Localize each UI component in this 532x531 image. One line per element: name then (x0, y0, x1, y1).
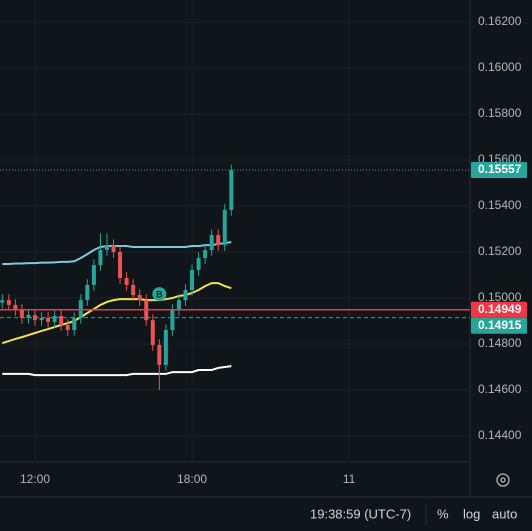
trade-marker-label: B (156, 289, 163, 299)
candle-body (46, 318, 51, 322)
settings-icon[interactable] (496, 473, 510, 487)
y-tick-label: 0.16200 (478, 14, 522, 28)
candle-body (59, 315, 64, 325)
candle-body (137, 295, 142, 301)
y-tick-label: 0.15200 (478, 244, 522, 258)
candle-body (0, 300, 5, 303)
candle-body (229, 169, 234, 210)
y-tick-label: 0.15800 (478, 106, 522, 120)
candle-body (52, 315, 57, 322)
log-button[interactable]: log (463, 506, 480, 521)
trade-marker (152, 287, 167, 302)
candle-body (13, 304, 18, 310)
price-label: 0.14949 (478, 302, 522, 316)
clock: 19:38:59 (UTC-7) (310, 506, 411, 521)
moving-average-line (1, 282, 232, 345)
candle-body (183, 289, 188, 301)
moving-average-line (2, 365, 232, 377)
price-label: 0.15557 (478, 162, 522, 176)
candle-body (163, 330, 168, 365)
price-label: 0.14915 (478, 318, 522, 332)
y-tick-label: 0.16000 (478, 60, 522, 74)
candle-body (118, 252, 123, 279)
x-tick-label: 11 (343, 472, 356, 486)
candle-body (222, 209, 227, 246)
candle-body (170, 309, 175, 330)
y-tick-label: 0.14800 (478, 336, 522, 350)
y-tick-label: 0.14600 (478, 382, 522, 396)
candle-body (209, 235, 214, 250)
candle-body (32, 315, 37, 321)
candle-body (104, 245, 109, 250)
plot-area (0, 0, 470, 462)
candle-body (19, 309, 24, 319)
x-tick-label: 18:00 (177, 472, 207, 486)
candle-body (39, 318, 44, 321)
candle-body (131, 284, 136, 296)
y-tick-label: 0.14400 (478, 428, 522, 442)
candle-body (111, 245, 116, 253)
percent-button[interactable]: % (437, 506, 449, 521)
auto-button[interactable]: auto (492, 506, 517, 521)
candle-body (26, 315, 31, 319)
candle-body (216, 235, 221, 246)
candle-body (72, 318, 77, 330)
candle-body (150, 320, 155, 345)
candle-body (190, 269, 195, 290)
candle-body (196, 258, 201, 270)
candle-body (176, 300, 181, 310)
y-tick-label: 0.15000 (478, 290, 522, 304)
candle-body (6, 300, 11, 305)
price-label-box (471, 317, 527, 334)
moving-average-line (2, 241, 232, 265)
candle-body (91, 265, 96, 285)
candle-body (203, 249, 208, 259)
candle-body (124, 278, 129, 285)
y-tick-label: 0.15400 (478, 198, 522, 212)
x-tick-label: 12:00 (20, 472, 50, 486)
candle-body (98, 249, 103, 266)
price-label-box (471, 301, 527, 318)
candle-body (85, 284, 90, 301)
candle-body (65, 324, 70, 330)
candle-body (157, 344, 162, 365)
price-label-box (471, 161, 527, 178)
